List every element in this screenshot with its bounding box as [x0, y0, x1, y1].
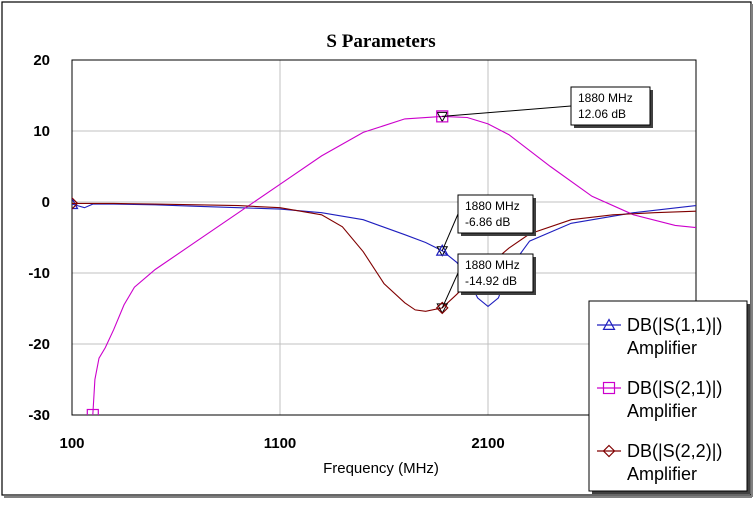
marker-value: 12.06 dB: [578, 107, 626, 121]
marker-annotation: 1880 MHz 12.06 dB: [436, 86, 653, 128]
legend-series-sub: Amplifier: [627, 401, 697, 421]
marker-leader-line: [441, 213, 459, 251]
marker-point: [436, 246, 449, 257]
x-axis: 100 1100 2100: [59, 435, 504, 452]
marker-frequency: 1880 MHz: [465, 258, 520, 272]
marker-annotation: 1880 MHz -14.92 dB: [435, 253, 536, 315]
x-tick-label: 100: [59, 435, 84, 452]
x-tick-label: 1100: [264, 435, 297, 452]
series-3: [72, 197, 696, 312]
legend-series-sub: Amplifier: [627, 464, 697, 484]
legend-series-name: DB(|S(1,1)|): [627, 315, 722, 335]
marker-series-glyph: [435, 301, 449, 315]
chart-title: S Parameters: [326, 31, 435, 52]
marker-value: -14.92 dB: [465, 274, 517, 288]
marker-frequency: 1880 MHz: [465, 199, 520, 213]
series-start-marker: [72, 197, 79, 210]
y-tick-label: 10: [33, 123, 50, 140]
y-tick-label: 20: [33, 52, 50, 69]
marker-box: [457, 194, 534, 234]
x-tick-label: 2100: [471, 435, 504, 452]
marker-value: -6.86 dB: [465, 215, 510, 229]
legend-series-name: DB(|S(2,1)|): [627, 378, 722, 398]
x-axis-label: Frequency (MHz): [323, 460, 439, 477]
marker-annotation: 1880 MHz -6.86 dB: [435, 194, 536, 257]
legend-swatch-square-icon: [602, 381, 616, 395]
y-tick-label: -20: [28, 336, 50, 353]
legend-series-sub: Amplifier: [627, 338, 697, 358]
marker-box: [570, 86, 651, 126]
marker-series-glyph: [435, 243, 449, 256]
legend-entry: DB(|S(2,2)|) Amplifier: [597, 441, 722, 484]
legend-entry: DB(|S(1,1)|) Amplifier: [597, 315, 722, 358]
y-axis: 20 10 0 -10 -20 -30: [28, 52, 50, 424]
plot-area: [71, 59, 697, 416]
legend-entry: DB(|S(2,1)|) Amplifier: [597, 378, 722, 421]
marker-point: [436, 111, 449, 123]
series-line-diamond: [72, 202, 696, 312]
legend-swatch-diamond-icon: [602, 444, 616, 458]
legend-swatch-triangle-icon: [602, 318, 616, 330]
series-line-square: [92, 115, 696, 415]
marker-box: [457, 253, 534, 293]
series-2: [86, 115, 696, 415]
grid: [72, 60, 696, 415]
marker-frequency: 1880 MHz: [578, 91, 633, 105]
legend-series-name: DB(|S(2,2)|): [627, 441, 722, 461]
y-tick-label: -10: [28, 265, 50, 282]
y-tick-label: 0: [42, 194, 50, 211]
legend: DB(|S(1,1)|) Amplifier DB(|S(2,1)|) Amplifi…: [588, 300, 750, 494]
marker-leader-line: [441, 272, 459, 309]
marker-leader-line: [442, 105, 572, 117]
series-start-marker: [86, 408, 99, 415]
legend-box: [588, 300, 748, 492]
y-tick-label: -30: [28, 407, 50, 424]
marker-point: [436, 303, 449, 314]
